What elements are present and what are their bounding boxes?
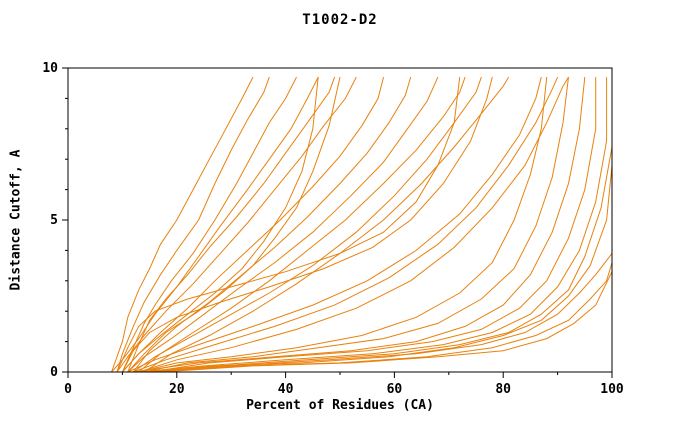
x-tick-label: 60 [387, 382, 403, 397]
series-line [138, 77, 548, 373]
series-line [116, 77, 461, 373]
series-line [121, 76, 493, 373]
chart-title: T1002-D2 [302, 12, 378, 28]
y-tick-label: 10 [42, 61, 58, 76]
series-line [149, 253, 613, 373]
series-line [144, 77, 569, 373]
series-line [121, 76, 297, 373]
x-tick-label: 0 [64, 382, 72, 397]
plot-frame [67, 67, 613, 373]
series-line [111, 76, 254, 373]
series-line [160, 271, 613, 373]
series-line [138, 76, 466, 373]
series-line [127, 76, 542, 373]
series-line [133, 76, 559, 373]
x-axis-label: Percent of Residues (CA) [246, 398, 434, 413]
series-line [143, 76, 510, 373]
x-tick-label: 40 [278, 382, 294, 397]
series-line [122, 77, 319, 373]
series-line [116, 76, 270, 373]
series-line [127, 76, 439, 373]
series-line [138, 77, 608, 373]
series-line [149, 77, 597, 373]
series-line [133, 77, 586, 373]
series-line [116, 76, 357, 373]
series-line [111, 76, 319, 373]
y-tick-label: 5 [50, 213, 58, 228]
series-line [127, 76, 336, 373]
series-line [122, 76, 384, 373]
x-tick-label: 100 [600, 382, 624, 397]
series-line [154, 77, 613, 373]
series-line [138, 76, 569, 373]
series-line [132, 76, 412, 373]
series-line [144, 77, 613, 373]
x-tick-label: 80 [495, 382, 511, 397]
series-line [133, 76, 482, 373]
x-tick-label: 20 [169, 382, 185, 397]
y-tick-label: 0 [50, 365, 58, 380]
